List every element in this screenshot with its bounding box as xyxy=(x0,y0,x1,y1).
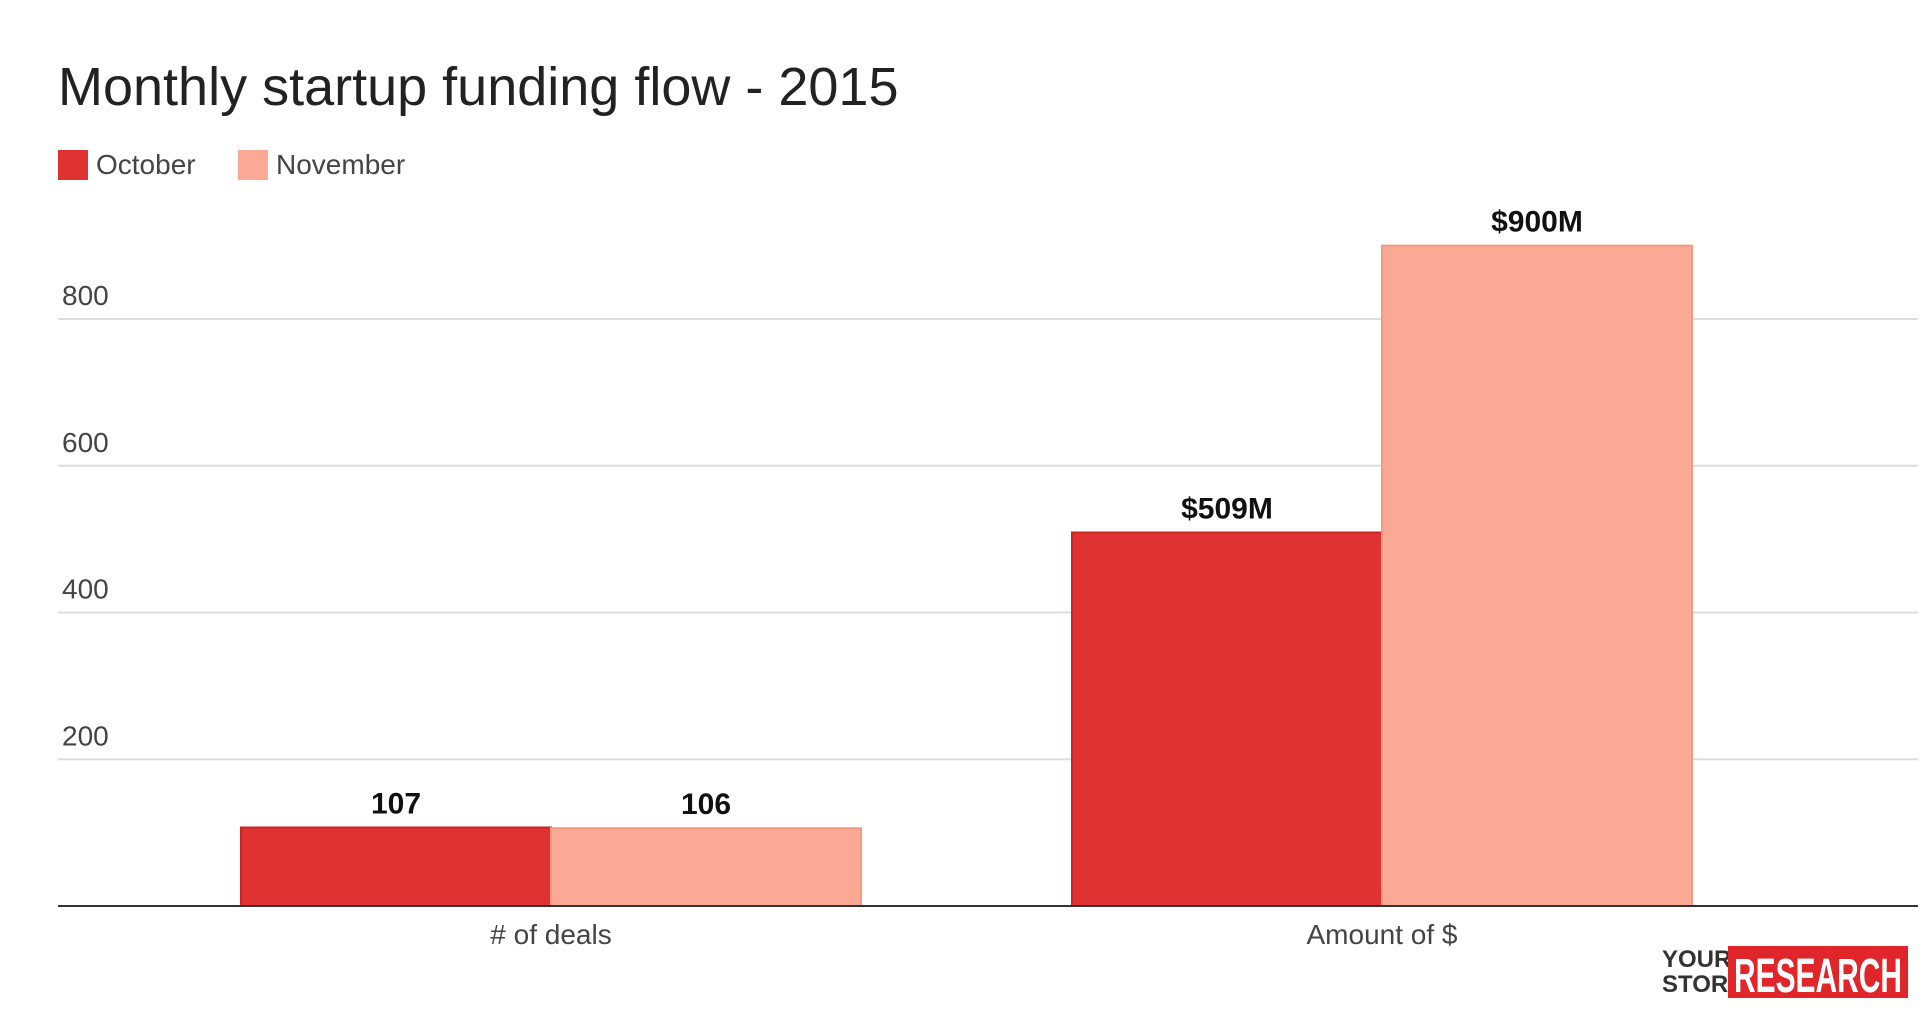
bar-october-1 xyxy=(1071,531,1383,907)
bars xyxy=(240,244,1693,908)
legend-swatch-october xyxy=(58,150,88,180)
y-tick-label: 800 xyxy=(62,280,109,311)
data-label: $509M xyxy=(1181,493,1273,526)
logo-your: YOUR xyxy=(1662,946,1731,973)
data-labels: 107 106 $509M $900M xyxy=(371,206,1583,822)
x-category-label: # of deals xyxy=(490,919,611,950)
bar-november-1 xyxy=(1381,244,1693,907)
legend: October November xyxy=(58,149,405,180)
logo-research-box xyxy=(1728,946,1908,998)
y-tick-label: 200 xyxy=(62,720,109,751)
yourstory-research-logo: YOUR STORY RESEARCH xyxy=(1662,946,1908,1003)
y-tick-label: 600 xyxy=(62,427,109,458)
legend-swatch-november xyxy=(238,150,268,180)
data-label: 106 xyxy=(681,788,731,821)
legend-label-october: October xyxy=(96,149,196,180)
chart-title: Monthly startup funding flow - 2015 xyxy=(58,57,898,117)
logo-research: RESEARCH xyxy=(1734,950,1902,1003)
data-label: 107 xyxy=(371,787,421,820)
legend-label-november: November xyxy=(276,149,405,180)
x-category-label: Amount of $ xyxy=(1307,919,1458,950)
y-axis-ticks: 200 400 600 800 xyxy=(62,280,109,751)
bar-october-0 xyxy=(240,826,552,908)
y-tick-label: 400 xyxy=(62,574,109,605)
x-axis-categories: # of deals Amount of $ xyxy=(490,919,1458,950)
bar-november-0 xyxy=(550,827,862,907)
data-label: $900M xyxy=(1491,206,1583,239)
